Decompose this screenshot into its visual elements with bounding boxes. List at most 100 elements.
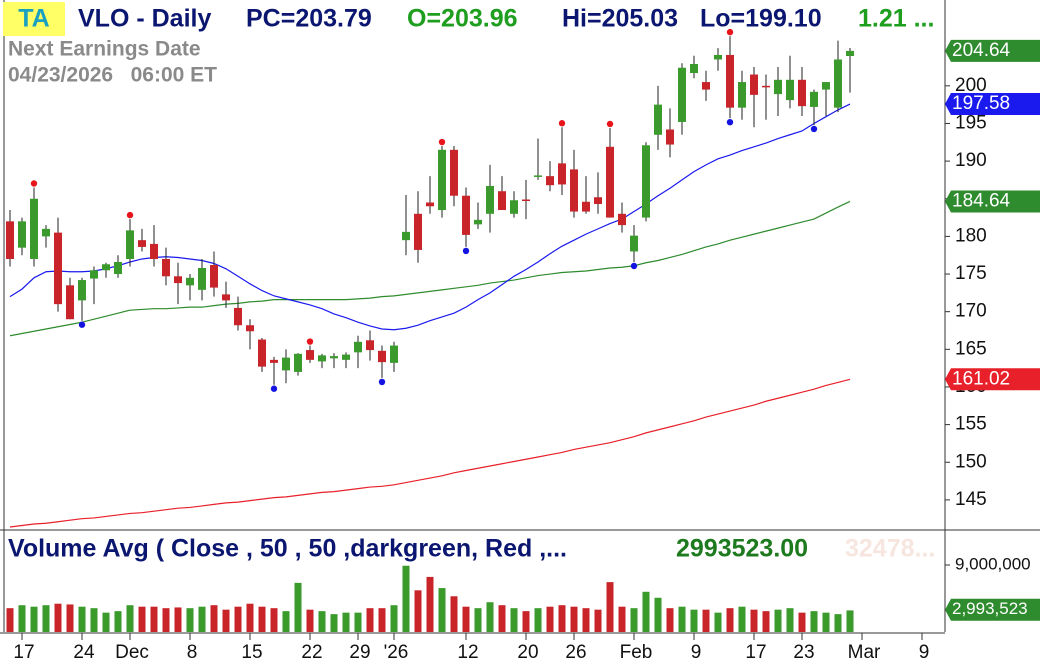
volume-bar (138, 606, 146, 632)
candle-body (42, 228, 50, 237)
candle-body (834, 59, 842, 108)
x-tick-label: 23 (793, 642, 814, 663)
volume-bar (690, 609, 698, 632)
y-tick-label: 195 (955, 112, 987, 133)
x-tick-label: 15 (241, 642, 262, 663)
x-tick-label: 22 (301, 642, 322, 663)
volume-current-label: 2,993,523 (952, 599, 1028, 618)
candle-body (450, 149, 458, 196)
candle-body (642, 145, 650, 218)
candle-body (786, 79, 794, 101)
candle-body (114, 261, 122, 275)
candle-body (54, 232, 62, 305)
volume-bar (798, 612, 806, 632)
volume-faded: 32478... (845, 535, 935, 563)
volume-bar (270, 608, 278, 632)
candle-body (726, 54, 734, 108)
candle-body (690, 63, 698, 74)
swing-high-dot (726, 28, 734, 36)
volume-bar (234, 606, 242, 632)
candle-body (306, 350, 314, 360)
volume-bar (810, 611, 818, 632)
candle-body (570, 169, 578, 212)
header-stat: O=203.96 (407, 5, 518, 33)
y-tick-label: 175 (955, 263, 987, 284)
candle-body (714, 54, 722, 60)
candle-body (810, 91, 818, 107)
candle-body (318, 355, 326, 362)
volume-bar (726, 608, 734, 632)
candle-body (402, 231, 410, 241)
candle-body (582, 201, 590, 212)
volume-bar (654, 597, 662, 632)
volume-bar (570, 606, 578, 632)
swing-high-dot (438, 138, 446, 146)
swing-high-dot (558, 120, 566, 127)
candle-body (558, 163, 566, 185)
volume-bar (354, 612, 362, 632)
volume-bar (450, 596, 458, 632)
volume-bar (630, 608, 638, 632)
header-stat: Hi=205.03 (562, 5, 678, 33)
volume-bar (366, 608, 374, 632)
swing-low-dot (378, 378, 386, 386)
volume-bar (126, 605, 134, 632)
candle-body (390, 345, 398, 363)
candle-body (846, 50, 854, 57)
volume-bar (186, 608, 194, 632)
volume-bar (66, 604, 74, 632)
volume-value: 2993523.00 (676, 535, 808, 563)
candle-body (198, 268, 206, 290)
candle-body (162, 258, 170, 277)
x-tick-label: 20 (517, 642, 538, 663)
moving-average (9, 200, 851, 337)
moving-average (9, 378, 851, 528)
volume-bar (594, 609, 602, 632)
volume-bar (90, 608, 98, 632)
volume-bar (378, 608, 386, 632)
candle-body (594, 197, 602, 205)
swing-low-dot (630, 262, 638, 270)
candle-body (534, 175, 542, 177)
candle-body (498, 191, 506, 211)
volume-bar (618, 606, 626, 632)
volume-bar (54, 603, 62, 632)
volume-bar (342, 612, 350, 632)
x-tick-label: 29 (349, 642, 370, 663)
volume-bar (498, 605, 506, 632)
x-tick-label: 12 (457, 642, 478, 663)
volume-bar (762, 611, 770, 632)
candle-body (414, 213, 422, 250)
candle-body (126, 230, 134, 259)
volume-bar (510, 608, 518, 632)
volume-bar (102, 612, 110, 632)
candle-body (522, 199, 530, 202)
chart-title: VLO - Daily (78, 5, 211, 33)
candle-body (66, 285, 74, 320)
candle-body (762, 85, 770, 88)
y-tick-label: 200 (955, 75, 987, 96)
candle-body (174, 276, 182, 284)
volume-bar (30, 606, 38, 632)
x-tick-label: '26 (384, 642, 409, 663)
candle-body (6, 221, 14, 259)
swing-low-dot (78, 321, 86, 328)
candle-body (546, 176, 554, 186)
price-label-box (945, 368, 1040, 391)
candle-body (474, 219, 482, 225)
candle-body (630, 235, 638, 252)
candle-body (102, 264, 110, 271)
badge-box (3, 2, 65, 36)
volume-bar (210, 605, 218, 632)
volume-bar (414, 590, 422, 632)
candle-body (246, 325, 254, 332)
swing-high-dot (306, 338, 314, 345)
volume-title: Volume Avg ( Close , 50 , 50 ,darkgreen,… (8, 535, 567, 563)
volume-bar (834, 614, 842, 632)
x-tick-label: 24 (73, 642, 95, 663)
candle-body (774, 79, 782, 95)
volume-bar (534, 608, 542, 632)
